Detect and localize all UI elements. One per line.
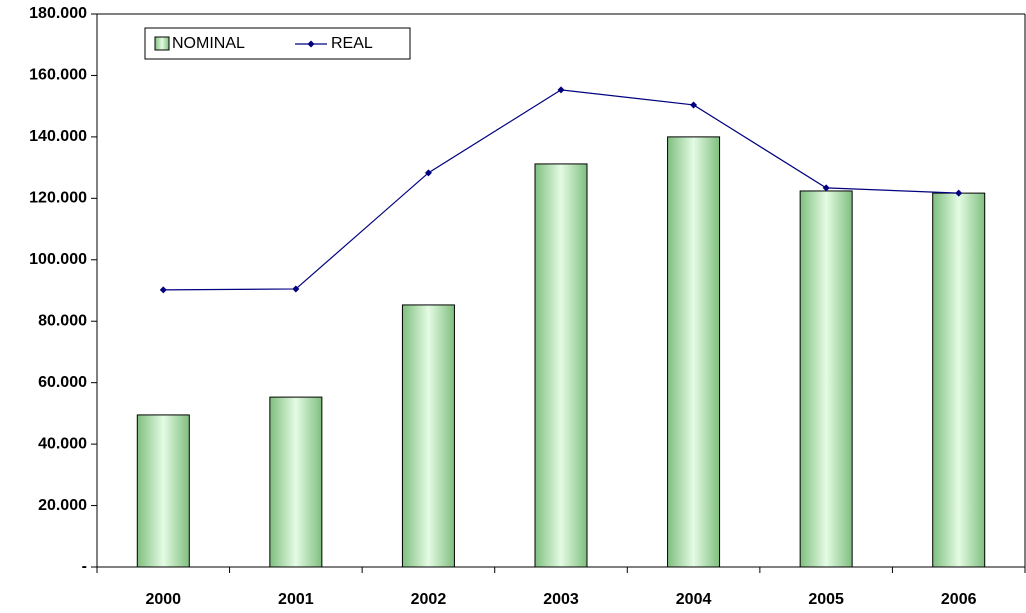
legend-label: NOMINAL <box>172 35 245 52</box>
x-tick-label: 2006 <box>941 591 977 608</box>
line-marker <box>424 169 432 177</box>
bar <box>667 136 721 568</box>
y-tick-label: 180.000 <box>29 5 87 22</box>
legend-swatch <box>154 36 170 51</box>
line-marker <box>292 285 300 293</box>
y-tick-label: 140.000 <box>29 128 87 145</box>
bar <box>401 304 455 568</box>
line-marker <box>557 86 565 94</box>
bar <box>269 396 323 568</box>
bar <box>136 414 190 568</box>
y-tick-label: 20.000 <box>38 497 87 514</box>
bar <box>534 163 588 568</box>
x-tick-label: 2004 <box>676 591 712 608</box>
bar <box>799 190 853 568</box>
y-tick-label: 40.000 <box>38 435 87 452</box>
x-tick-label: 2003 <box>543 591 579 608</box>
x-tick-label: 2005 <box>808 591 844 608</box>
line-marker <box>690 101 698 109</box>
x-tick-label: 2002 <box>411 591 447 608</box>
x-tick-label: 2000 <box>145 591 181 608</box>
legend-marker <box>307 40 315 48</box>
y-tick-label: - <box>82 558 87 575</box>
line-marker <box>159 286 167 294</box>
legend-box <box>144 27 411 60</box>
line-marker <box>822 184 830 192</box>
y-tick-label: 100.000 <box>29 251 87 268</box>
y-tick-label: 60.000 <box>38 374 87 391</box>
legend-label: REAL <box>331 35 373 52</box>
y-tick-label: 120.000 <box>29 190 87 207</box>
line-marker <box>955 189 963 197</box>
y-tick-label: 160.000 <box>29 67 87 84</box>
bar <box>932 192 986 568</box>
x-tick-label: 2001 <box>278 591 314 608</box>
y-tick-label: 80.000 <box>38 312 87 329</box>
